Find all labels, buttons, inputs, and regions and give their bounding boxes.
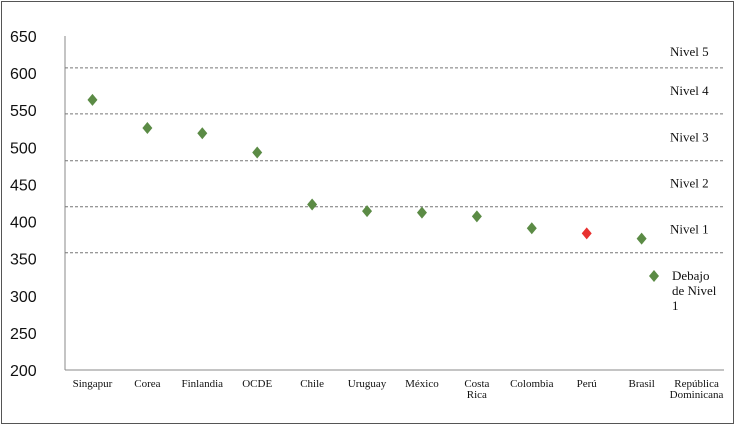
x-tick-label: Uruguay <box>348 378 387 390</box>
y-tick-label: 600 <box>10 66 37 83</box>
x-tick-label: Rica <box>467 389 487 401</box>
data-point-marker <box>581 227 592 240</box>
legend-marker <box>649 270 659 282</box>
y-tick-label: 450 <box>10 177 37 194</box>
x-tick-label: Perú <box>577 378 598 390</box>
data-point-marker <box>197 127 208 140</box>
x-tick-label: OCDE <box>242 378 272 390</box>
x-tick-label: Chile <box>300 378 324 390</box>
x-tick-label: Colombia <box>510 378 554 390</box>
y-tick-label: 400 <box>10 215 37 232</box>
level-label: Nivel 4 <box>670 83 709 98</box>
data-point-marker <box>471 210 482 223</box>
y-tick-label: 300 <box>10 289 37 306</box>
y-tick-label: 350 <box>10 252 37 269</box>
y-tick-label: 250 <box>10 326 37 343</box>
x-tick-label: Dominicana <box>670 389 724 401</box>
data-point-marker <box>362 205 373 218</box>
y-tick-label: 200 <box>10 363 37 380</box>
level-label: Nivel 5 <box>670 44 709 59</box>
level-label: Nivel 3 <box>670 129 709 144</box>
data-point-marker <box>142 122 153 135</box>
level-label: Nivel 1 <box>670 222 709 237</box>
legend-label: 1 <box>672 298 679 313</box>
data-point-marker <box>307 198 318 211</box>
x-tick-label: Costa <box>464 378 489 390</box>
y-tick-label: 550 <box>10 103 37 120</box>
x-tick-label: Brasil <box>628 378 654 390</box>
x-tick-label: México <box>405 378 439 390</box>
data-point-marker <box>526 222 537 235</box>
data-point-marker <box>636 232 647 245</box>
data-point-marker <box>416 206 427 219</box>
y-tick-label: 500 <box>10 140 37 157</box>
legend-label: Debajo <box>672 268 710 283</box>
data-point-marker <box>87 93 98 106</box>
x-tick-label: Finlandia <box>182 378 224 390</box>
x-tick-label: Corea <box>134 378 160 390</box>
data-point-marker <box>252 146 263 159</box>
x-tick-label: Singapur <box>73 378 113 390</box>
y-tick-label: 650 <box>10 29 37 46</box>
x-tick-label: República <box>674 378 719 390</box>
level-label: Nivel 2 <box>670 176 709 191</box>
legend-label: de Nivel <box>672 283 717 298</box>
